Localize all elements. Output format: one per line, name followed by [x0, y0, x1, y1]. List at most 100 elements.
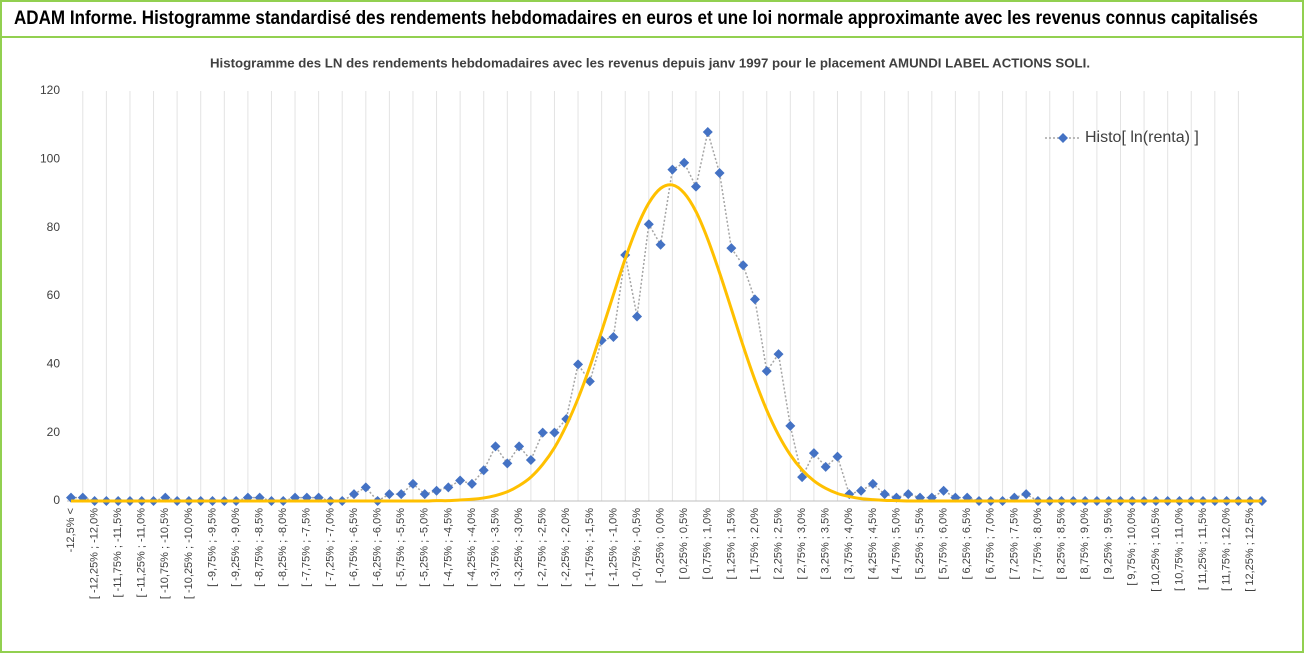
x-tick-label: [ 0,25% ; 0,5% [678, 508, 690, 580]
x-tick-label: [ -0,75% ; -0,5% [631, 508, 643, 587]
x-tick-label: [ 8,25% ; 8,5% [1055, 508, 1067, 580]
x-tick-label: [ 12,25% ; 12,5% [1244, 508, 1256, 592]
x-tick-label: [ -4,25% ; -4,0% [466, 508, 478, 587]
data-point [785, 420, 796, 431]
x-tick-label: [ -10,25% ; -10,0% [183, 508, 195, 599]
x-tick-label: [ -9,25% ; -9,0% [230, 508, 242, 587]
y-tick-label: 20 [47, 425, 61, 439]
x-tick-label: [ -0,25% ; 0,0% [655, 508, 667, 583]
data-point [690, 181, 701, 192]
x-tick-label: [ -6,75% ; -6,5% [348, 508, 360, 587]
data-point [761, 366, 772, 377]
series-line [71, 131, 1262, 502]
x-tick-label: [ -8,25% ; -8,0% [277, 508, 289, 587]
x-tick-label: [ 1,25% ; 1,5% [725, 508, 737, 580]
x-tick-label: [ -3,25% ; -3,0% [513, 508, 525, 587]
x-tick-label: [ -1,25% ; -1,0% [607, 508, 619, 587]
x-tick-label: [ -9,75% ; -9,5% [206, 508, 218, 587]
x-tick-label: [ -7,75% ; -7,5% [301, 508, 313, 587]
x-tick-label: [ -4,75% ; -4,5% [442, 508, 454, 587]
x-tick-label: [ 3,75% ; 4,0% [843, 508, 855, 580]
data-point [466, 478, 477, 489]
y-tick-label: 60 [47, 288, 61, 302]
data-point [490, 441, 501, 452]
data-point [443, 482, 454, 493]
chart-subtitle: Histogramme des LN des rendements hebdom… [210, 55, 1090, 70]
data-point [726, 243, 737, 254]
x-tick-label: [ 0,75% ; 1,0% [702, 508, 714, 580]
x-tick-label: [ 1,75% ; 2,0% [749, 508, 761, 580]
y-tick-label: 40 [47, 357, 61, 371]
x-tick-label: [ -7,25% ; -7,0% [324, 508, 336, 587]
data-point [702, 127, 713, 137]
data-point [856, 485, 867, 496]
x-tick-label: [ -3,75% ; -3,5% [489, 508, 501, 587]
data-point [938, 485, 949, 496]
x-tick-label: [ 9,75% ; 10,0% [1126, 508, 1138, 586]
data-point [525, 455, 536, 465]
data-point [1021, 489, 1032, 500]
data-point [714, 168, 725, 178]
data-point [419, 489, 430, 500]
x-tick-label: [ 5,25% ; 5,5% [914, 508, 926, 580]
legend-marker [1058, 133, 1068, 143]
x-tick-label: [ -12,25% ; -12,0% [88, 508, 100, 599]
legend-label: Histo[ ln(renta) ] [1085, 129, 1199, 146]
x-tick-label: [ 10,25% ; 10,5% [1150, 508, 1162, 592]
data-point [667, 164, 678, 175]
data-point [573, 359, 584, 370]
x-tick-label: [ -5,25% ; -5,0% [419, 508, 431, 587]
data-point [879, 489, 890, 500]
data-point [867, 478, 878, 489]
x-tick-label: [ -2,75% ; -2,5% [537, 508, 549, 587]
x-tick-label: [ 4,25% ; 4,5% [867, 508, 879, 580]
x-tick-label: [ -11,75% ; -11,5% [112, 508, 124, 598]
data-point [749, 294, 760, 305]
series-line [70, 183, 1262, 503]
data-point [632, 311, 643, 322]
data-point [738, 260, 749, 271]
x-tick-label: [ 11,25% ; 11,5% [1197, 508, 1209, 590]
data-point [455, 475, 466, 486]
data-point [431, 485, 442, 496]
x-tick-label: [ -8,75% ; -8,5% [254, 508, 266, 587]
x-tick-label: [ -5,75% ; -5,5% [395, 508, 407, 587]
data-point [384, 489, 395, 500]
x-tick-label: [ -2,25% ; -2,0% [560, 508, 572, 587]
data-point [502, 458, 513, 469]
x-tick-label: [ 2,75% ; 3,0% [796, 508, 808, 580]
y-tick-label: 80 [47, 220, 61, 234]
x-tick-label: [ 11,75% ; 12,0% [1221, 508, 1233, 591]
x-tick-label: [ 2,25% ; 2,5% [772, 508, 784, 580]
x-tick-label: [ -6,25% ; -6,0% [372, 508, 384, 587]
y-tick-label: 0 [53, 493, 60, 507]
x-tick-label: -12,5% < [65, 508, 77, 552]
data-point [608, 332, 619, 342]
x-tick-label: [ 7,25% ; 7,5% [1008, 508, 1020, 580]
data-point [396, 489, 407, 500]
x-tick-label: [ 3,25% ; 3,5% [820, 508, 832, 580]
data-point [407, 478, 418, 489]
data-point [514, 441, 525, 452]
data-point [903, 489, 914, 500]
data-point [349, 489, 360, 500]
x-tick-label: [ 5,75% ; 6,0% [938, 508, 950, 580]
data-point [679, 157, 690, 168]
x-tick-label: [ -10,75% ; -10,5% [159, 508, 171, 599]
x-tick-label: [ -1,75% ; -1,5% [584, 508, 596, 587]
data-point [360, 482, 371, 493]
data-point [773, 349, 784, 360]
data-point [643, 219, 654, 230]
x-tick-label: [ 6,25% ; 6,5% [961, 508, 973, 580]
data-point [832, 451, 843, 462]
x-tick-label: [ 6,75% ; 7,0% [985, 508, 997, 580]
x-tick-label: [ 9,25% ; 9,5% [1103, 508, 1115, 580]
data-point [549, 427, 560, 438]
data-point [537, 427, 548, 438]
x-tick-label: [ 10,75% ; 11,0% [1173, 508, 1185, 591]
chart-title: ADAM Informe. Histogramme standardisé de… [14, 8, 1258, 29]
data-point [584, 376, 595, 387]
x-tick-label: [ -11,25% ; -11,0% [136, 508, 148, 598]
